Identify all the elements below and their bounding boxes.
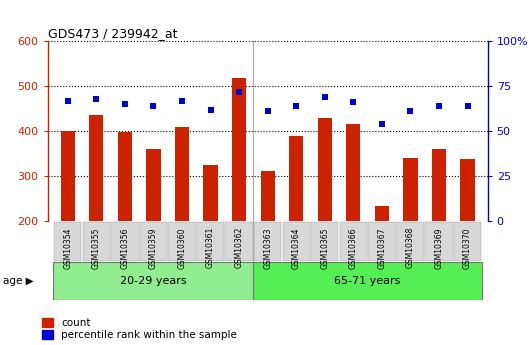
Point: [149, 103, 157, 109]
Text: age ▶: age ▶: [3, 276, 33, 286]
Point: [121, 101, 129, 107]
Text: GSM10362: GSM10362: [235, 227, 244, 268]
Point: [378, 121, 386, 127]
Text: 65-71 years: 65-71 years: [334, 276, 401, 286]
Bar: [432, 149, 446, 221]
FancyBboxPatch shape: [454, 221, 481, 262]
Point: [235, 89, 243, 95]
Text: GSM10368: GSM10368: [406, 227, 415, 268]
FancyBboxPatch shape: [340, 221, 367, 262]
Bar: [146, 149, 161, 221]
Bar: [232, 78, 246, 221]
Text: GSM10369: GSM10369: [435, 227, 444, 268]
Point: [349, 100, 358, 105]
Text: GSM10361: GSM10361: [206, 227, 215, 268]
Text: GSM10359: GSM10359: [149, 227, 158, 268]
Text: GSM10355: GSM10355: [92, 227, 101, 268]
Text: GDS473 / 239942_at: GDS473 / 239942_at: [48, 27, 177, 40]
Text: GSM10370: GSM10370: [463, 227, 472, 268]
Text: GSM10364: GSM10364: [292, 227, 301, 268]
Point: [263, 109, 272, 114]
Bar: [346, 125, 360, 221]
FancyBboxPatch shape: [397, 221, 424, 262]
Bar: [289, 137, 303, 221]
Point: [321, 94, 329, 100]
Point: [406, 109, 414, 114]
Point: [92, 96, 101, 101]
FancyBboxPatch shape: [225, 221, 253, 262]
FancyBboxPatch shape: [197, 221, 224, 262]
Text: GSM10360: GSM10360: [178, 227, 187, 268]
FancyBboxPatch shape: [254, 221, 281, 262]
Point: [206, 107, 215, 112]
Text: 20-29 years: 20-29 years: [120, 276, 187, 286]
FancyBboxPatch shape: [426, 221, 453, 262]
Bar: [60, 131, 75, 221]
FancyBboxPatch shape: [253, 262, 482, 300]
Bar: [204, 165, 218, 221]
Text: GSM10354: GSM10354: [63, 227, 72, 268]
FancyBboxPatch shape: [140, 221, 167, 262]
Text: GSM10365: GSM10365: [320, 227, 329, 268]
Point: [435, 103, 443, 109]
Bar: [461, 159, 475, 221]
FancyBboxPatch shape: [54, 262, 253, 300]
Point: [463, 103, 472, 109]
Text: GSM10366: GSM10366: [349, 227, 358, 268]
Bar: [175, 127, 189, 221]
FancyBboxPatch shape: [168, 221, 196, 262]
Bar: [261, 171, 275, 221]
Point: [292, 103, 301, 109]
Point: [64, 98, 72, 104]
FancyBboxPatch shape: [311, 221, 339, 262]
FancyBboxPatch shape: [282, 221, 310, 262]
Bar: [89, 115, 103, 221]
FancyBboxPatch shape: [368, 221, 395, 262]
Point: [178, 98, 186, 104]
Bar: [375, 206, 389, 221]
Text: GSM10356: GSM10356: [120, 227, 129, 268]
Bar: [118, 132, 132, 221]
FancyBboxPatch shape: [111, 221, 138, 262]
FancyBboxPatch shape: [83, 221, 110, 262]
Bar: [317, 118, 332, 221]
Text: GSM10367: GSM10367: [377, 227, 386, 268]
Text: GSM10363: GSM10363: [263, 227, 272, 268]
FancyBboxPatch shape: [54, 221, 82, 262]
Legend: count, percentile rank within the sample: count, percentile rank within the sample: [42, 318, 237, 340]
Bar: [403, 158, 418, 221]
